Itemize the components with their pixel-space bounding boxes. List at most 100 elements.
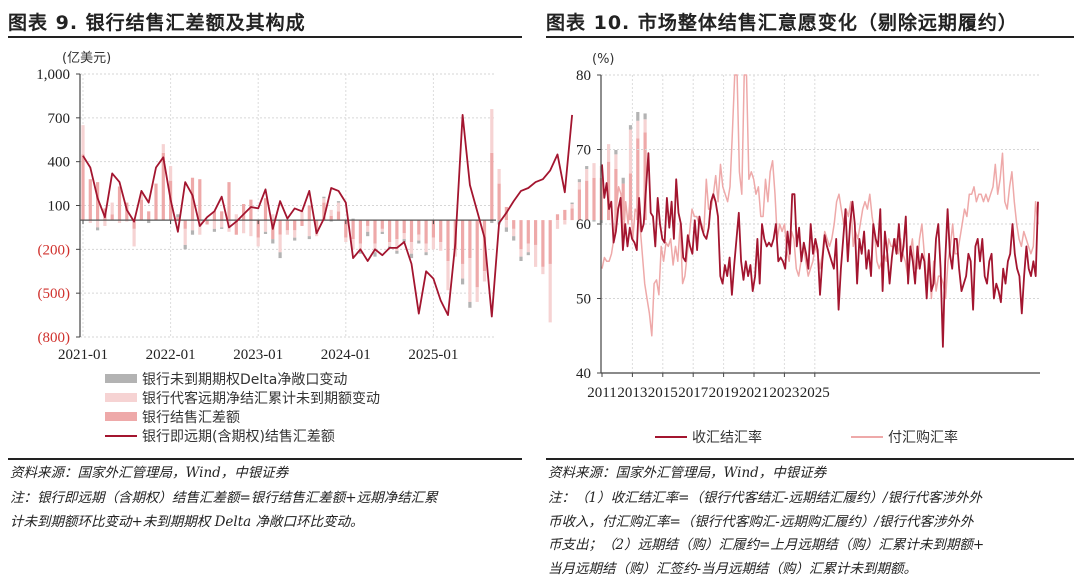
bar-net-settlement bbox=[417, 220, 421, 235]
right-ytick-label: 60 bbox=[576, 217, 591, 233]
bar-forward-change bbox=[519, 249, 523, 257]
right-xtick-label: 2013 bbox=[617, 385, 647, 401]
bar-net-settlement bbox=[526, 220, 530, 244]
bar-forward-change bbox=[548, 263, 552, 323]
bar-forward-change bbox=[592, 163, 596, 178]
legend-label: 付汇购汇率 bbox=[888, 429, 958, 446]
legend-label: 银行代客远期净结汇累计未到期额变动 bbox=[142, 390, 380, 407]
bar-forward-change bbox=[563, 220, 567, 225]
bar-option-delta bbox=[293, 237, 297, 241]
right-lines bbox=[601, 74, 1039, 348]
bar-option-delta bbox=[461, 278, 465, 285]
bar-net-settlement bbox=[563, 209, 567, 221]
bar-forward-change bbox=[300, 211, 304, 221]
bar-forward-change bbox=[161, 144, 165, 153]
line-fx-purchase-rate bbox=[601, 74, 1039, 337]
bar-net-settlement bbox=[205, 220, 209, 225]
bar-net-settlement bbox=[614, 168, 618, 221]
bar-net-settlement bbox=[263, 198, 268, 221]
bar-option-delta bbox=[504, 227, 508, 232]
left-source-rule bbox=[8, 458, 522, 460]
right-note-line: 注：（1）收汇结汇率=（银行代客结汇-远期结汇履约）/银行代客涉外外 bbox=[548, 490, 983, 506]
right-xtick-label: 2015 bbox=[648, 385, 678, 401]
bar-forward-change bbox=[446, 261, 450, 291]
bar-forward-change bbox=[198, 220, 202, 235]
bar-option-delta bbox=[512, 236, 516, 241]
left-ytick-label: 700 bbox=[48, 111, 71, 127]
bar-forward-change bbox=[417, 234, 421, 241]
bar-forward-change bbox=[293, 230, 297, 238]
bar-forward-change bbox=[431, 237, 435, 250]
right-xtick-label: 2019 bbox=[709, 385, 739, 401]
right-ytick-label: 40 bbox=[576, 366, 591, 382]
right-ytick-label: 80 bbox=[576, 68, 591, 84]
bar-forward-change bbox=[322, 198, 326, 203]
bar-net-settlement bbox=[446, 220, 450, 262]
bar-net-settlement bbox=[293, 220, 297, 231]
left-chart-title: 图表 9. 银行结售汇差额及其构成 bbox=[8, 12, 306, 34]
bar-option-delta bbox=[526, 252, 530, 256]
bar-option-delta bbox=[614, 149, 618, 155]
right-xtick-label: 2021 bbox=[739, 385, 769, 401]
right-source-rule bbox=[546, 458, 1074, 460]
legend-label: 收汇结汇率 bbox=[692, 429, 762, 446]
bar-option-delta bbox=[278, 252, 282, 259]
bar-option-delta bbox=[366, 231, 370, 237]
bar-net-settlement bbox=[344, 220, 348, 238]
legend-swatch-bar bbox=[105, 374, 137, 383]
bar-forward-change bbox=[81, 125, 85, 155]
bar-net-settlement bbox=[154, 183, 158, 221]
left-note-line: 注：银行即远期（含期权）结售汇差额=银行结售汇差额+远期净结汇累 bbox=[10, 490, 438, 506]
bar-net-settlement bbox=[336, 211, 341, 221]
bar-net-settlement bbox=[497, 183, 501, 221]
left-xtick-label: 2021-01 bbox=[58, 347, 108, 363]
bar-net-settlement bbox=[643, 132, 647, 221]
bar-forward-change bbox=[439, 242, 443, 251]
bar-net-settlement bbox=[307, 205, 311, 221]
bar-net-settlement bbox=[147, 211, 151, 221]
bar-forward-change bbox=[453, 249, 457, 257]
bar-option-delta bbox=[395, 250, 399, 254]
bar-forward-change bbox=[497, 168, 501, 184]
bar-net-settlement bbox=[607, 161, 611, 221]
bar-forward-change bbox=[271, 214, 275, 221]
bar-option-delta bbox=[409, 253, 414, 259]
bar-option-delta bbox=[271, 239, 275, 244]
bar-forward-change bbox=[96, 220, 100, 228]
bar-net-settlement bbox=[366, 220, 370, 226]
right-note-line: 币收入，付汇购汇率=（银行代客购汇-远期购汇履约）/银行代客涉外外 bbox=[548, 513, 974, 530]
bar-forward-change bbox=[512, 228, 516, 237]
left-grid bbox=[80, 73, 496, 338]
bar-forward-change bbox=[490, 109, 494, 153]
bar-net-settlement bbox=[242, 204, 246, 221]
bar-forward-change bbox=[468, 258, 472, 302]
bar-forward-change bbox=[577, 182, 581, 190]
left-ytick-label: (200) bbox=[38, 242, 71, 258]
bar-net-settlement bbox=[461, 220, 465, 264]
bar-forward-change bbox=[395, 239, 399, 251]
bar-forward-change bbox=[125, 220, 129, 222]
bar-forward-change bbox=[190, 220, 195, 231]
right-xtick-label: 2011 bbox=[587, 385, 616, 401]
bar-net-settlement bbox=[234, 220, 238, 235]
bar-forward-change bbox=[628, 129, 633, 174]
left-chart: (亿美元) 1,000 700 400 100 (200) (500) (800)2021-… bbox=[36, 51, 647, 445]
left-xtick-label: 2022-01 bbox=[146, 347, 196, 363]
bar-option-delta bbox=[636, 111, 640, 121]
bar-option-delta bbox=[585, 166, 589, 169]
bar-forward-change bbox=[541, 266, 545, 275]
bar-forward-change bbox=[263, 220, 268, 232]
bar-forward-change bbox=[570, 204, 574, 209]
left-xtick-label: 2025-01 bbox=[408, 347, 458, 363]
bar-forward-change bbox=[117, 220, 122, 224]
bar-forward-change bbox=[526, 243, 530, 253]
bar-net-settlement bbox=[315, 220, 319, 232]
bar-option-delta bbox=[307, 236, 311, 240]
bar-forward-change bbox=[643, 119, 647, 133]
bar-forward-change bbox=[358, 243, 362, 251]
left-xtick-label: 2024-01 bbox=[321, 347, 371, 363]
bar-option-delta bbox=[263, 231, 268, 234]
bar-forward-change bbox=[88, 220, 92, 224]
right-title-rule bbox=[546, 36, 1074, 38]
